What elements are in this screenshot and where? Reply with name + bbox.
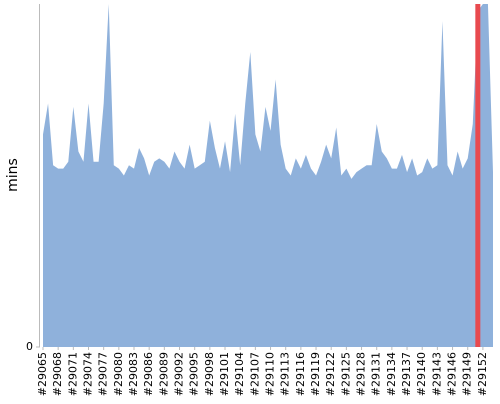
x-tick-label: #29125 xyxy=(339,352,352,396)
x-tick-label: #29116 xyxy=(294,352,307,396)
x-tick-label: #29137 xyxy=(400,352,413,396)
x-tick-label: #29104 xyxy=(233,352,246,396)
x-tick-label: #29140 xyxy=(415,352,428,396)
x-tick-label: #29128 xyxy=(355,352,368,396)
x-tick-label: #29107 xyxy=(248,352,261,396)
x-tick-label: #29071 xyxy=(66,352,79,396)
x-tick-label: #29095 xyxy=(188,352,201,396)
x-tick-label: #29083 xyxy=(127,352,140,396)
x-tick-label: #29110 xyxy=(264,352,277,396)
x-tick-label: #29131 xyxy=(370,352,383,396)
x-tick-label: #29065 xyxy=(36,352,49,396)
x-tick-label: #29149 xyxy=(461,352,474,396)
x-tick-label: #29146 xyxy=(446,352,459,396)
x-tick-label: #29113 xyxy=(279,352,292,396)
y-axis-label: mins xyxy=(5,158,21,192)
area xyxy=(43,4,493,347)
x-tick-label: #29068 xyxy=(51,352,64,396)
x-tick-label: #29077 xyxy=(97,352,110,396)
x-tick-label: #29134 xyxy=(385,352,398,396)
y-tick-label: 0 xyxy=(26,340,33,353)
x-tick-label: #29152 xyxy=(476,352,489,396)
x-tick-label: #29119 xyxy=(309,352,322,396)
x-tick-label: #29098 xyxy=(203,352,216,396)
x-tick-label: #29122 xyxy=(324,352,337,396)
x-tick-label: #29074 xyxy=(82,352,95,396)
x-tick-label: #29080 xyxy=(112,352,125,396)
x-tick-label: #29086 xyxy=(142,352,155,396)
x-tick-label: #29101 xyxy=(218,352,231,396)
x-tick-label: #29143 xyxy=(430,352,443,396)
x-tick-label: #29089 xyxy=(157,352,170,396)
x-tick-label: #29092 xyxy=(173,352,186,396)
